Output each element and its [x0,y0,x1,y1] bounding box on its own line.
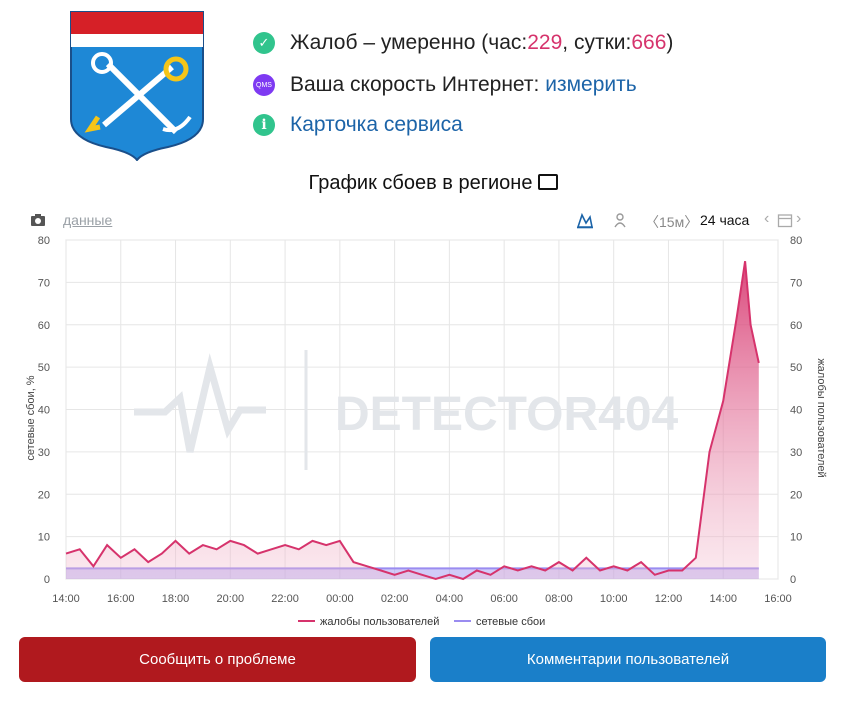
range-24h-button[interactable]: 24 часа [700,212,750,228]
y-axis-left-label: сетевые сбои, % [25,375,37,460]
y-axis-right-label: жалобы пользователей [815,358,827,477]
watermark: DETECTOR404 [134,350,679,470]
complaints-suffix: ) [666,31,674,54]
x-tick-label: 02:00 [381,593,409,605]
x-tick-label: 06:00 [490,593,518,605]
chart-title: График сбоев в регионе [0,172,867,195]
x-tick-label: 14:00 [709,593,737,605]
chart-type-icon[interactable] [576,211,594,229]
y-tick-label-left: 70 [38,277,50,289]
measure-speed-link[interactable]: измерить [545,73,637,96]
range-15m-button[interactable]: 〈15м〉 [645,214,699,230]
x-tick-label: 22:00 [271,593,299,605]
y-tick-label-left: 20 [38,489,50,501]
y-tick-label-right: 10 [790,532,802,544]
complaints-sep: , сутки: [562,31,632,54]
service-card-status: i Карточка сервиса [253,113,463,137]
speed-label: Ваша скорость Интернет: [290,73,540,96]
legend-complaints-label: жалобы пользователей [320,616,439,628]
y-tick-label-left: 0 [44,574,50,586]
y-tick-label-left: 10 [38,532,50,544]
y-tick-label-left: 30 [38,447,50,459]
info-icon: i [253,114,275,136]
y-tick-label-left: 60 [38,320,50,332]
calendar-icon[interactable] [777,212,793,228]
complaints-status: ✓ Жалоб – умеренно (час: 229, сутки: 666… [253,31,673,55]
complaints-prefix: Жалоб – умеренно (час: [290,31,528,54]
user-comments-button[interactable]: Комментарии пользователей [430,637,826,682]
x-tick-label: 04:00 [436,593,464,605]
x-tick-label: 14:00 [52,593,80,605]
y-tick-label-right: 0 [790,574,796,586]
x-tick-label: 16:00 [764,593,792,605]
watermark-text: DETECTOR404 [335,388,679,441]
complaints-day-count: 666 [631,31,667,54]
y-tick-label-right: 60 [790,320,802,332]
report-problem-button[interactable]: Сообщить о проблеме [19,637,416,682]
x-tick-label: 16:00 [107,593,135,605]
service-card-link[interactable]: Карточка сервиса [290,113,463,136]
y-tick-label-left: 80 [38,235,50,247]
y-tick-label-right: 30 [790,447,802,459]
x-tick-label: 08:00 [545,593,573,605]
legend: жалобы пользователей сетевые сбои [298,616,545,628]
next-date-chevron-icon[interactable]: › [796,210,802,227]
speed-status: QMS Ваша скорость Интернет: измерить [253,73,637,97]
x-tick-label: 12:00 [655,593,683,605]
complaints-hour-count: 229 [527,31,563,54]
y-tick-label-right: 70 [790,277,802,289]
range-15m-label: 15м [659,214,685,230]
outage-chart: DETECTOR404 0 0 10 10 20 20 30 30 40 40 50 50 60 60 70… [25,235,827,628]
y-tick-label-right: 40 [790,405,802,417]
legend-outages-label: сетевые сбои [476,616,545,628]
x-tick-label: 18:00 [162,593,190,605]
data-link[interactable]: данные [63,212,113,228]
monitor-icon [538,174,559,190]
prev-date-chevron-icon[interactable]: ‹ [764,210,770,227]
y-tick-label-right: 20 [790,489,802,501]
camera-icon[interactable] [30,212,46,228]
y-tick-label-right: 50 [790,362,802,374]
y-tick-label-left: 50 [38,362,50,374]
qms-icon: QMS [253,74,275,96]
user-icon[interactable] [613,212,627,228]
x-tick-label: 00:00 [326,593,354,605]
check-icon: ✓ [253,32,275,54]
chart-title-text: График сбоев в регионе [308,172,533,194]
y-tick-label-left: 40 [38,405,50,417]
complaints-series-line [65,261,760,581]
x-tick-label: 10:00 [600,593,628,605]
region-emblem-logo [70,11,204,161]
x-tick-label: 20:00 [217,593,245,605]
y-tick-label-right: 80 [790,235,802,247]
